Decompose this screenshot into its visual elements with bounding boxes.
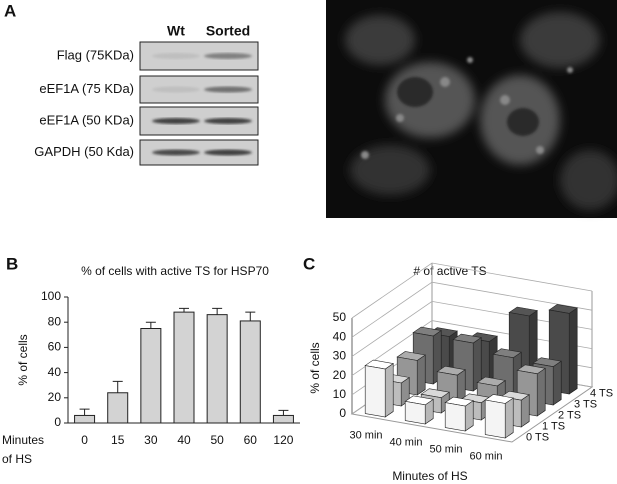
error-bar — [179, 307, 189, 313]
y-tick-label: 0 — [54, 415, 61, 429]
chart-title: % of cells with active TS for HSP70 — [81, 264, 269, 278]
bar-3d — [404, 395, 434, 425]
micrograph — [326, 0, 617, 218]
y-tick-label: 20 — [333, 368, 347, 382]
bar — [272, 414, 294, 424]
bar-front — [444, 402, 466, 432]
error-bar — [212, 307, 223, 315]
error-bar — [278, 409, 289, 416]
panel-label: A — [4, 1, 16, 20]
bar-side — [384, 362, 394, 418]
legend-label: 2 TS — [558, 409, 581, 421]
blot-column-label: Wt — [167, 23, 185, 39]
x-tick-label: 0 — [81, 433, 88, 447]
y-tick-label: 40 — [48, 365, 62, 379]
y-tick-label: 50 — [333, 310, 347, 324]
bar-side — [568, 307, 578, 395]
x-tick-label: 60 min — [469, 450, 502, 462]
blot-band — [204, 53, 252, 59]
error-bar — [112, 380, 123, 393]
x-tick-label: 40 — [177, 433, 191, 447]
bar-3d — [444, 396, 474, 432]
blot-band — [152, 53, 200, 59]
x-tick-label: 30 min — [349, 429, 382, 441]
bar-side — [552, 360, 562, 406]
blot-row-label: eEF1A (75 KDa) — [39, 81, 134, 96]
x-tick-label: 30 — [144, 433, 158, 447]
error-bar — [145, 321, 156, 329]
blot-column-label: Sorted — [206, 23, 250, 39]
blot-band — [204, 149, 252, 156]
x-axis-label: Minutes — [2, 433, 44, 447]
bar-side — [504, 397, 514, 439]
bar — [239, 320, 261, 424]
bar-front — [364, 365, 386, 418]
blot-row-label: GAPDH (50 Kda) — [34, 144, 134, 159]
grid-line — [351, 320, 593, 376]
panel-label: C — [303, 254, 315, 273]
bar — [173, 311, 195, 424]
blot-band — [204, 86, 252, 93]
bar — [206, 314, 228, 424]
x-axis-label: Minutes of HS — [392, 469, 467, 483]
y-tick-label: 0 — [339, 406, 346, 420]
bar-side — [536, 367, 546, 417]
y-tick-label: 80 — [48, 314, 62, 328]
bar-3d — [484, 394, 514, 439]
y-tick-label: 20 — [48, 390, 62, 404]
error-bar — [245, 311, 256, 321]
x-tick-label: 60 — [244, 433, 258, 447]
panel-label: B — [6, 254, 18, 273]
bar-front — [404, 400, 426, 425]
error-bar — [79, 408, 90, 416]
x-tick-label: 50 min — [429, 443, 462, 455]
legend-label: 3 TS — [574, 398, 597, 410]
legend-label: 4 TS — [590, 387, 613, 399]
blot-band — [204, 118, 252, 124]
y-tick-label: 10 — [333, 387, 347, 401]
grid-line — [351, 262, 593, 319]
bar-side — [416, 354, 426, 396]
y-axis-label: % of cells — [16, 334, 30, 385]
legend-label: 0 TS — [526, 431, 549, 443]
y-axis-label: % of cells — [308, 342, 322, 393]
blot-row-label: eEF1A (50 KDa) — [39, 112, 134, 127]
bar-front — [484, 399, 506, 439]
x-tick-label: 120 — [273, 433, 293, 447]
blot-band — [152, 118, 200, 124]
bar — [107, 392, 129, 424]
x-tick-label: 40 min — [389, 436, 422, 448]
bar — [74, 414, 96, 424]
blot-band — [152, 149, 200, 156]
y-tick-label: 60 — [48, 340, 62, 354]
x-tick-label: 15 — [111, 433, 125, 447]
grid-line — [351, 281, 593, 338]
bar-3d — [364, 359, 394, 418]
x-tick-label: 50 — [210, 433, 224, 447]
blot-row-label: Flag (75KDa) — [57, 47, 134, 62]
y-tick-label: 100 — [41, 289, 61, 303]
x-axis-label: of HS — [2, 452, 32, 466]
grid-line — [351, 300, 593, 357]
bar — [140, 328, 162, 424]
y-tick-label: 40 — [333, 329, 347, 343]
blot-band — [152, 86, 200, 93]
legend-label: 1 TS — [542, 420, 565, 432]
y-tick-label: 30 — [333, 349, 347, 363]
